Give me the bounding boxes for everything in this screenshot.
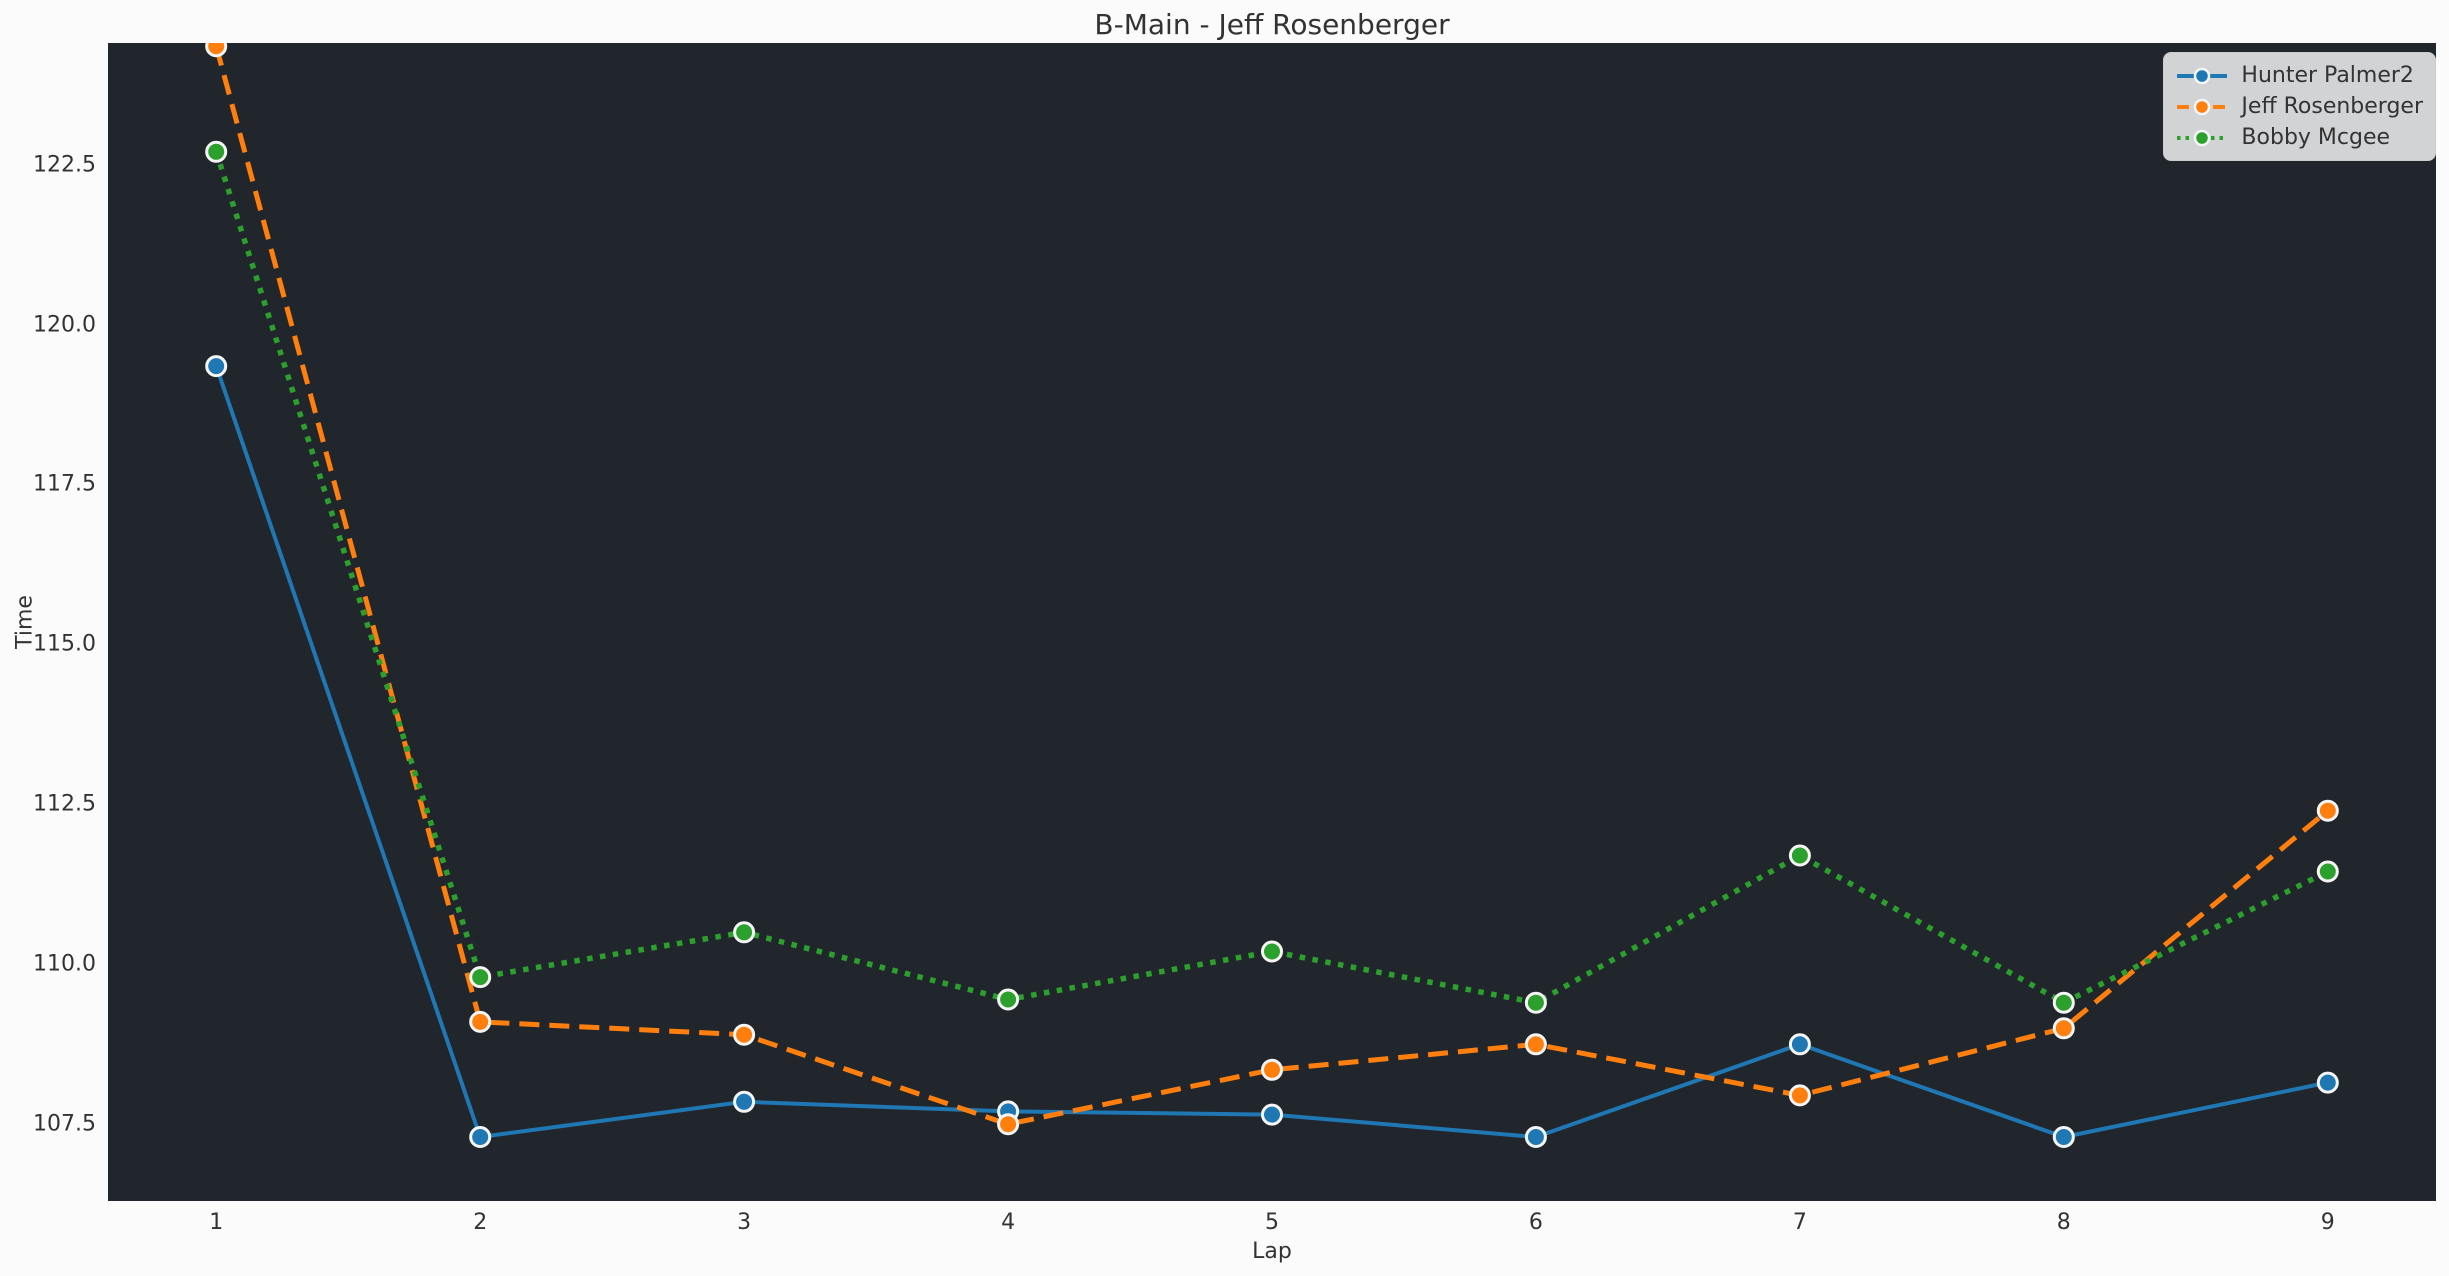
data-point-bobby-mcgee — [469, 966, 492, 989]
legend-label: Bobby Mcgee — [2241, 125, 2391, 150]
data-point-bobby-mcgee — [2052, 991, 2075, 1014]
data-point-jeff-rosenberger — [2052, 1017, 2075, 1040]
y-tick-label: 115.0 — [33, 631, 96, 657]
x-tick-label: 7 — [1792, 1210, 1807, 1235]
data-point-bobby-mcgee — [1524, 991, 1547, 1014]
y-tick-label: 120.0 — [33, 312, 96, 337]
x-tick-label: 9 — [2320, 1210, 2335, 1235]
data-point-jeff-rosenberger — [2316, 799, 2339, 822]
y-tick-label: 110.0 — [33, 951, 96, 977]
series-line-jeff-rosenberger — [213, 45, 2330, 1127]
data-point-jeff-rosenberger — [997, 1113, 1020, 1136]
data-point-hunter-palmer2 — [469, 1126, 492, 1148]
data-point-jeff-rosenberger — [1788, 1084, 1811, 1107]
y-tick-label: 117.5 — [33, 471, 96, 497]
legend: Hunter Palmer2 Jeff Rosenberger Bobby Mcge… — [2163, 52, 2436, 161]
data-point-bobby-mcgee — [1261, 940, 1283, 963]
x-tick-label: 5 — [1265, 1210, 1279, 1235]
data-point-hunter-palmer2 — [2316, 1071, 2339, 1094]
data-point-hunter-palmer2 — [205, 355, 228, 378]
data-point-jeff-rosenberger — [205, 43, 228, 58]
x-tick-label: 4 — [1001, 1210, 1016, 1235]
legend-item-hunter-palmer2: Hunter Palmer2 — [2176, 60, 2423, 91]
plot-background — [108, 43, 2436, 1201]
x-tick-label: 6 — [1528, 1210, 1543, 1235]
data-point-bobby-mcgee — [2316, 860, 2339, 883]
legend-sample-solid-line-icon — [2177, 67, 2228, 84]
legend-sample-dotted-line-icon — [2177, 129, 2228, 146]
data-point-bobby-mcgee — [997, 988, 1020, 1011]
data-point-hunter-palmer2 — [733, 1090, 756, 1113]
data-point-hunter-palmer2 — [1261, 1103, 1283, 1126]
series-line-bobby-mcgee — [213, 150, 2330, 1006]
data-point-hunter-palmer2 — [2052, 1126, 2075, 1148]
legend-label: Jeff Rosenberger — [2241, 94, 2423, 119]
data-point-bobby-mcgee — [205, 140, 228, 163]
y-tick-label: 112.5 — [33, 791, 96, 817]
y-tick-label: 122.5 — [33, 152, 96, 178]
data-point-bobby-mcgee — [1788, 844, 1811, 867]
x-tick-label: 1 — [209, 1210, 224, 1235]
data-point-hunter-palmer2 — [1524, 1126, 1547, 1148]
legend-sample-dashed-line-icon — [2177, 98, 2228, 115]
legend-label: Hunter Palmer2 — [2241, 63, 2414, 88]
x-tick-label: 3 — [737, 1210, 752, 1235]
x-tick-label: 8 — [2056, 1210, 2071, 1235]
data-point-jeff-rosenberger — [733, 1023, 756, 1046]
data-point-jeff-rosenberger — [469, 1010, 492, 1033]
legend-item-jeff-rosenberger: Jeff Rosenberger — [2176, 91, 2423, 122]
y-tick-label: 107.5 — [33, 1111, 96, 1137]
x-axis-label: Lap — [1252, 1239, 1292, 1264]
legend-item-bobby-mcgee: Bobby Mcgee — [2176, 122, 2423, 153]
data-point-jeff-rosenberger — [1261, 1058, 1283, 1081]
data-point-hunter-palmer2 — [1788, 1033, 1811, 1056]
x-tick-label: 2 — [473, 1210, 488, 1235]
data-point-bobby-mcgee — [733, 921, 756, 944]
chart-title: B-Main - Jeff Rosenberger — [1094, 8, 1450, 41]
data-point-jeff-rosenberger — [1524, 1033, 1547, 1056]
